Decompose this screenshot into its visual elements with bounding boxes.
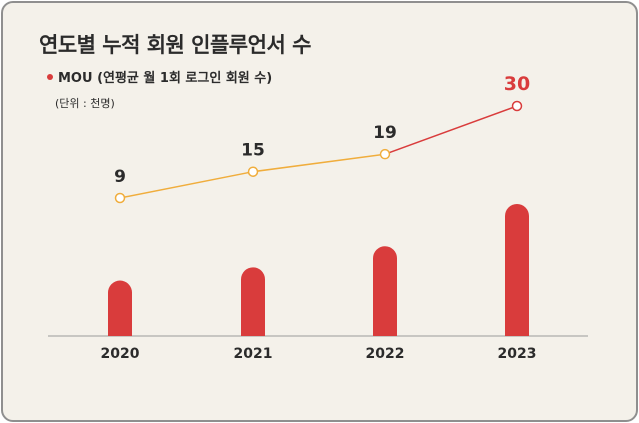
unit-label: (단위 : 천명)	[55, 97, 115, 110]
x-tick-2023: 2023	[498, 346, 537, 362]
data-label-2023: 30	[504, 73, 530, 95]
chart-title: 연도별 누적 회원 인플루언서 수	[39, 33, 311, 57]
data-label-2021: 15	[241, 141, 265, 161]
bar-2022	[373, 246, 397, 336]
bar-2021	[241, 267, 265, 336]
x-tick-2022: 2022	[366, 346, 405, 362]
line-segment	[384, 105, 518, 155]
data-label-2020: 9	[114, 167, 126, 187]
legend-label: MOU (연평균 월 1회 로그인 회원 수)	[58, 71, 273, 86]
x-tick-2021: 2021	[234, 346, 273, 362]
line-point-2023	[511, 100, 523, 112]
line-point-2022	[379, 148, 391, 160]
bar-2023	[505, 204, 529, 336]
line-point-2021	[247, 166, 259, 177]
bar-2020	[108, 280, 132, 336]
line-segment	[252, 153, 386, 173]
legend-marker	[47, 73, 53, 80]
data-label-2022: 19	[373, 123, 397, 143]
line-point-2020	[114, 192, 126, 204]
line-segment	[119, 170, 254, 199]
x-tick-2020: 2020	[101, 346, 140, 362]
legend: MOU (연평균 월 1회 로그인 회원 수)	[47, 67, 272, 86]
